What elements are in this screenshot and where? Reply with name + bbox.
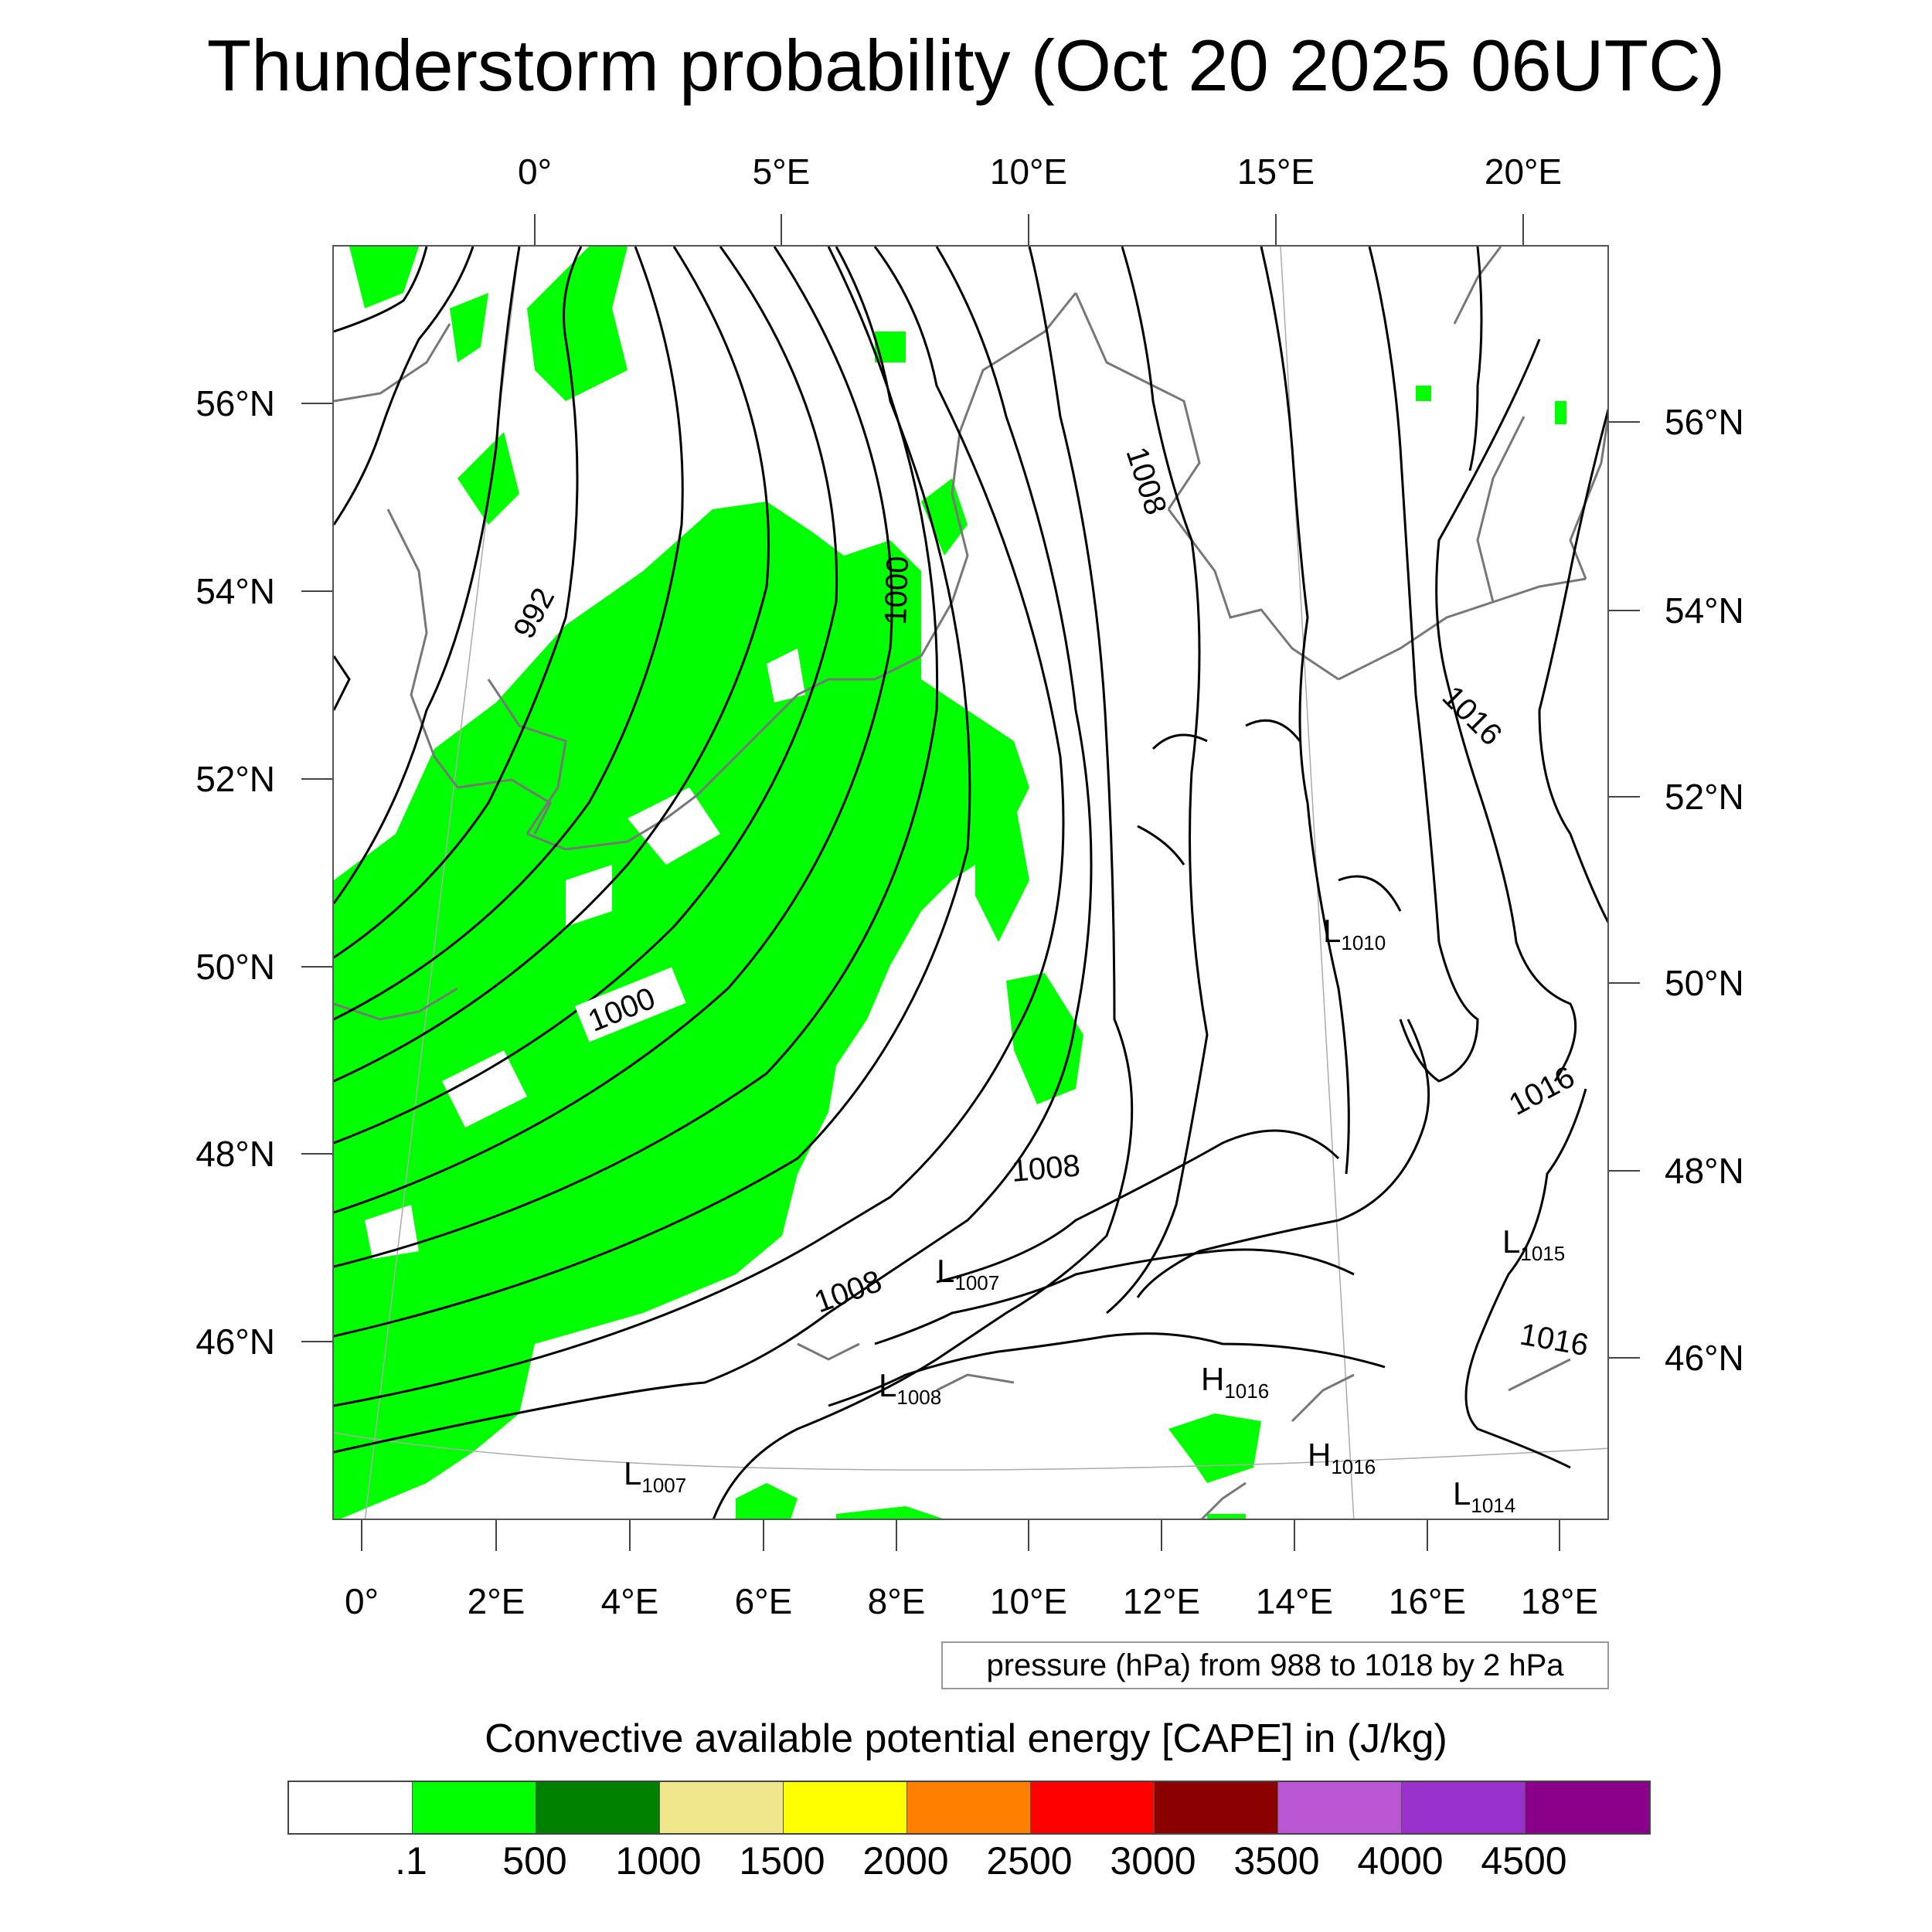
bottom-lon-label: 10°E bbox=[989, 1581, 1068, 1621]
top-lon-label: 10°E bbox=[989, 151, 1068, 192]
colorbar-box bbox=[1155, 1782, 1278, 1833]
pressure-center-high: H1016 bbox=[1308, 1437, 1376, 1478]
colorbar-box bbox=[907, 1782, 1031, 1833]
coastlines bbox=[334, 247, 1607, 1519]
colorbar-label: 2000 bbox=[862, 1839, 949, 1883]
pressure-center-low: L1014 bbox=[1453, 1475, 1515, 1517]
colorbar-box bbox=[660, 1782, 784, 1833]
colorbar-box bbox=[1526, 1782, 1649, 1833]
bottom-lon-label: 6°E bbox=[734, 1581, 793, 1621]
pressure-center-low: L1007 bbox=[624, 1455, 686, 1497]
bottom-lon-label: 4°E bbox=[600, 1581, 659, 1621]
map-plot-area: 992 1000 1000 1008 1016 1016 1008 1008 1… bbox=[332, 245, 1609, 1520]
cape-gaps bbox=[365, 648, 805, 1259]
contour-label: 1008 bbox=[1010, 1148, 1081, 1189]
contour-label: 1016 bbox=[1436, 679, 1509, 752]
cape-shading bbox=[334, 247, 1566, 1519]
pressure-contours bbox=[334, 247, 1607, 1519]
top-lon-label: 20°E bbox=[1484, 151, 1563, 192]
contour-label: 992 bbox=[507, 583, 561, 645]
contour-label: 1008 bbox=[810, 1264, 886, 1320]
right-lat-label: 52°N bbox=[1665, 777, 1744, 817]
colorbar-box bbox=[1031, 1782, 1155, 1833]
pressure-center-low: L1008 bbox=[879, 1367, 941, 1409]
left-lat-label: 48°N bbox=[196, 1134, 275, 1174]
right-lat-label: 48°N bbox=[1665, 1151, 1744, 1191]
colorbar-box bbox=[1402, 1782, 1526, 1833]
left-lat-label: 56°N bbox=[196, 383, 275, 423]
colorbar-label: 4000 bbox=[1357, 1839, 1444, 1883]
right-lat-label: 46°N bbox=[1665, 1338, 1744, 1378]
colorbar-box bbox=[413, 1782, 536, 1833]
colorbar-box bbox=[536, 1782, 660, 1833]
bottom-lon-label: 14°E bbox=[1255, 1581, 1334, 1621]
map-canvas: 992 1000 1000 1008 1016 1016 1008 1008 1… bbox=[334, 247, 1607, 1519]
left-lat-label: 54°N bbox=[196, 571, 275, 611]
contour-label: 1000 bbox=[879, 556, 915, 625]
right-lat-label: 56°N bbox=[1665, 402, 1744, 442]
pressure-center-low: L1007 bbox=[937, 1253, 999, 1294]
right-lat-label: 50°N bbox=[1665, 963, 1744, 1003]
colorbar-box bbox=[784, 1782, 907, 1833]
left-lat-label: 46°N bbox=[196, 1321, 275, 1362]
bottom-lon-label: 0° bbox=[345, 1581, 379, 1621]
bottom-lon-label: 2°E bbox=[467, 1581, 526, 1621]
pressure-center-low: L1015 bbox=[1502, 1223, 1565, 1265]
bottom-lon-label: 18°E bbox=[1520, 1581, 1599, 1621]
colorbar-label: 500 bbox=[502, 1839, 567, 1883]
pressure-info-box: pressure (hPa) from 988 to 1018 by 2 hPa bbox=[941, 1641, 1609, 1689]
top-lon-label: 15°E bbox=[1236, 151, 1315, 192]
bottom-lon-label: 16°E bbox=[1388, 1581, 1467, 1621]
top-lon-label: 5°E bbox=[752, 151, 811, 192]
pressure-center-low: L1010 bbox=[1323, 913, 1386, 954]
right-lat-label: 54°N bbox=[1665, 590, 1744, 631]
colorbar-title: Convective available potential energy [C… bbox=[485, 1716, 1447, 1761]
colorbar-label: 1500 bbox=[739, 1839, 825, 1883]
top-lon-label: 0° bbox=[518, 151, 552, 192]
map-title: Thunderstorm probability (Oct 20 2025 06… bbox=[206, 25, 1726, 106]
colorbar-label: 3000 bbox=[1110, 1839, 1196, 1883]
colorbar-label: 2500 bbox=[986, 1839, 1073, 1883]
left-lat-label: 52°N bbox=[196, 759, 275, 799]
bottom-lon-label: 12°E bbox=[1122, 1581, 1201, 1621]
left-lat-label: 50°N bbox=[196, 947, 275, 987]
colorbar-label: 3500 bbox=[1233, 1839, 1320, 1883]
colorbar-label: .1 bbox=[395, 1839, 427, 1883]
colorbar-label: 1000 bbox=[615, 1839, 702, 1883]
bottom-lon-label: 8°E bbox=[867, 1581, 926, 1621]
contour-label: 1016 bbox=[1504, 1060, 1580, 1122]
contour-label: 1016 bbox=[1517, 1318, 1590, 1363]
colorbar bbox=[287, 1781, 1651, 1835]
pressure-center-group: L1010 L1007 L1008 L1007 H1016 H1016 L101… bbox=[624, 913, 1565, 1517]
colorbar-label: 4500 bbox=[1481, 1839, 1567, 1883]
contour-label-bg bbox=[574, 967, 686, 1043]
pressure-center-high: H1016 bbox=[1201, 1361, 1269, 1403]
colorbar-box bbox=[1278, 1782, 1402, 1833]
colorbar-box bbox=[289, 1782, 413, 1833]
